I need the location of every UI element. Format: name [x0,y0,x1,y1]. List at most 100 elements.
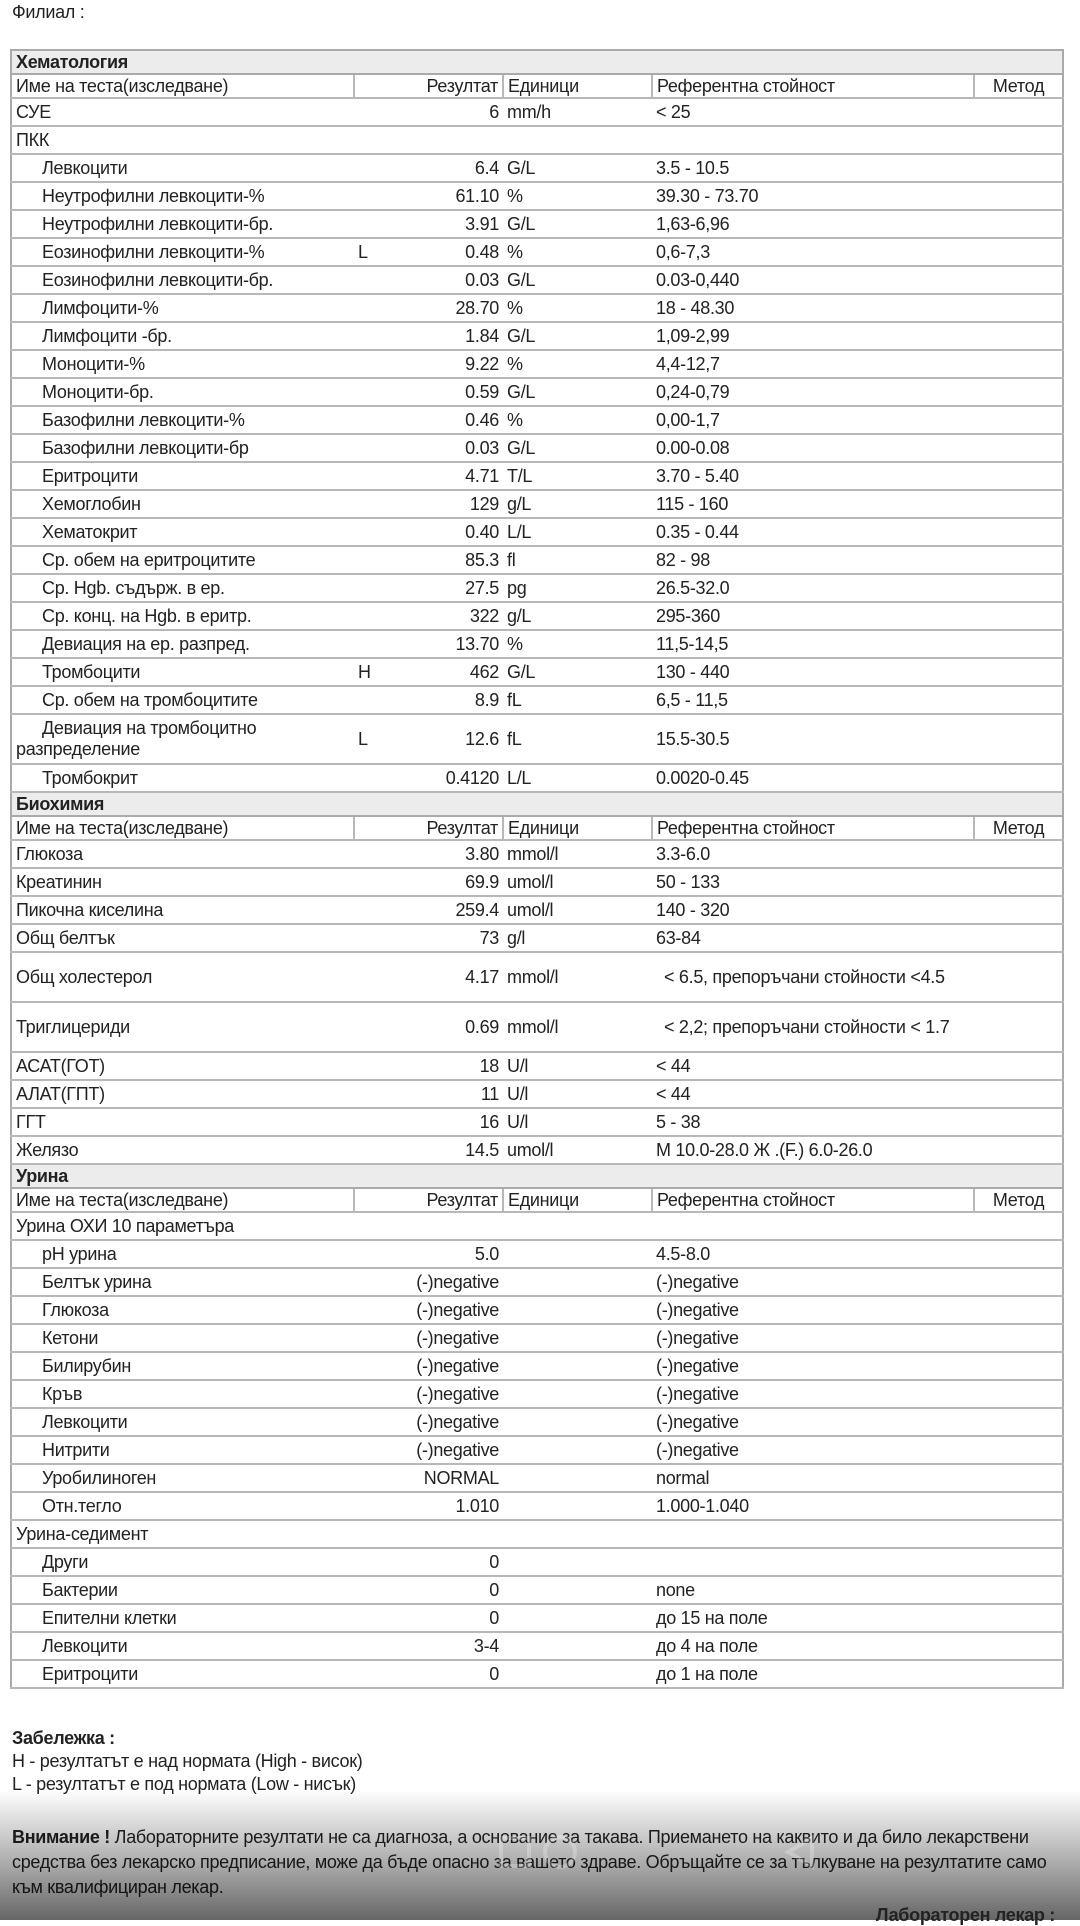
test-name: Еозинофилни левкоцити-% [11,238,354,267]
table-row: Еритроцити 0 до 1 на поле [11,1660,1064,1689]
method [974,1052,1064,1081]
table-row: Девиация на ер. разпред. 13.70% 11,5-14,5 [11,630,1064,659]
test-name: СУЕ [11,98,354,127]
method [974,1002,1064,1053]
result-units: L/L [503,764,652,793]
table-row: Глюкоза (-)negative (-)negative [11,1296,1064,1325]
result-flag [354,434,394,463]
table-row: Уробилиноген NORMAL normal [11,1464,1064,1493]
table-row: Тромбоцити H 462 G/L 130 - 440 [11,658,1064,687]
reference-range: 0,24-0,79 [652,378,974,407]
result-value: 322 [394,602,503,631]
method [974,896,1064,925]
result-value: 0.40 [394,518,503,547]
reference-range: 1,63-6,96 [652,210,974,239]
reference-range: (-)negative [652,1296,974,1325]
test-name: Глюкоза [11,840,354,869]
result-flag [354,378,394,407]
result-value: 0.48 [394,238,503,267]
recent-apps-icon[interactable] [495,1832,535,1872]
test-name: Билирубин [11,1352,354,1381]
reference-range: (-)negative [652,1380,974,1409]
result-value: 12.6 [394,714,503,765]
result-value: 11 [394,1080,503,1109]
test-name: Левкоцити [11,1632,354,1661]
column-header-name: Име на теста(изследване) [11,1188,355,1213]
table-row: Ср. конц. на Hgb. в еритр. 322 g/L 295-360 [11,602,1064,631]
column-header-name: Име на теста(изследване) [11,74,355,99]
table-row: Девиация на тромбоцитно разпределение L 12… [11,714,1064,765]
table-row: ГГТ 16 U/l 5 - 38 [11,1108,1064,1137]
result-flag [354,518,394,547]
reference-range: (-)negative [652,1324,974,1353]
method [974,1080,1064,1109]
reference-range: 0,6-7,3 [652,238,974,267]
test-name: Кръв [11,1380,354,1409]
result-flag [354,952,394,1003]
result-flag [354,602,394,631]
result-value: 259.4 [394,896,503,925]
test-name: Общ белтък [11,924,354,953]
test-name: Еозинофилни левкоцити-бр. [11,266,354,295]
column-header-result: Резултат [354,74,504,99]
section-header: Хематология [9,49,1065,75]
result-flag [354,1632,394,1661]
result-value: 129 [394,490,503,519]
result-value: 1.84 [394,322,503,351]
table-row: Лимфоцити -бр. 1.84 G/L 1,09-2,99 [11,322,1064,351]
table-row: Бактерии 0 none [11,1576,1064,1605]
method [974,1464,1064,1493]
section-title: Урина [9,1163,1065,1189]
result-units: G/L [503,322,652,351]
result-units [503,1548,652,1577]
test-name: Отн.тегло [11,1492,354,1521]
method [974,574,1064,603]
result-units: umol/l [503,896,652,925]
reference-range: до 1 на поле [652,1660,974,1689]
result-value: 0 [394,1660,503,1689]
method [974,490,1064,519]
column-header-method: Метод [974,816,1064,841]
result-value: 14.5 [394,1136,503,1165]
result-flag [354,1408,394,1437]
result-value: 462 [394,658,503,687]
table-row: Левкоцити 6.4 G/L 3.5 - 10.5 [11,154,1064,183]
method [974,1352,1064,1381]
result-units [503,1492,652,1521]
table-row: Ср. обем на тромбоцитите 8.9 fL 6,5 - 11,5 [11,686,1064,715]
group-name: Урина-седимент [11,1520,1064,1549]
method [974,1436,1064,1465]
group-name: ПКК [11,126,1064,155]
reference-range: 0.03-0,440 [652,266,974,295]
result-units [503,1408,652,1437]
result-units: mmol/l [503,952,652,1003]
reference-range: 1.000-1.040 [652,1492,974,1521]
method [974,764,1064,793]
result-units: umol/l [503,868,652,897]
table-row: Моноцити-% 9.22% 4,4-12,7 [11,350,1064,379]
result-units: g/l [503,924,652,953]
reference-range: 1,09-2,99 [652,322,974,351]
reference-range: 0.00-0.08 [652,434,974,463]
method [974,1576,1064,1605]
result-value: 3.80 [394,840,503,869]
method [974,1136,1064,1165]
column-header-reference: Референтна стойност [652,816,975,841]
method [974,1604,1064,1633]
method [974,1296,1064,1325]
method [974,266,1064,295]
back-icon[interactable] [780,1832,820,1872]
test-name: Девиация на ер. разпред. [11,630,354,659]
table-row: Базофилни левкоцити-% 0.46% 0,00-1,7 [11,406,1064,435]
column-header-method: Метод [974,1188,1064,1213]
column-header-units: Единици [503,74,653,99]
home-icon[interactable] [540,1832,580,1872]
result-value: 3-4 [394,1632,503,1661]
test-name: АЛАТ(ГПТ) [11,1080,354,1109]
method [974,182,1064,211]
method [974,658,1064,687]
result-units: U/l [503,1080,652,1109]
result-units [503,1660,652,1689]
method [974,1632,1064,1661]
result-units: % [503,630,652,659]
